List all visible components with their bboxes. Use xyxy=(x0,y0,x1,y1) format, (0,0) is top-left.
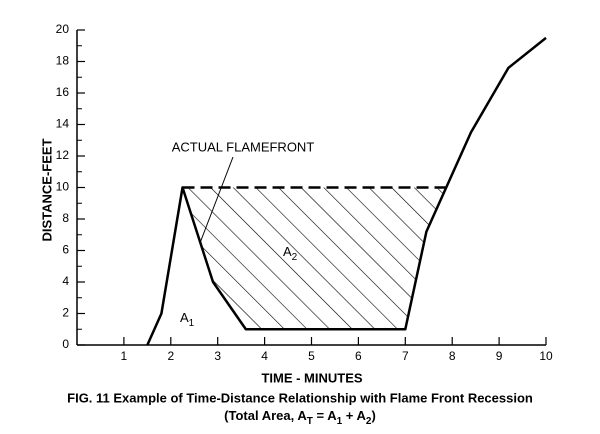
caption-text: = A xyxy=(313,408,337,423)
x-tick-label: 10 xyxy=(539,349,553,363)
area-1-sub: 1 xyxy=(189,318,195,329)
caption-subscript: 1 xyxy=(337,416,343,427)
y-tick-label: 4 xyxy=(62,274,69,288)
x-tick-label: 7 xyxy=(402,349,409,363)
y-tick-label: 14 xyxy=(56,117,70,131)
x-axis-label: TIME - MINUTES xyxy=(261,370,362,385)
y-tick-label: 20 xyxy=(56,22,70,36)
y-tick-label: 6 xyxy=(62,243,69,257)
y-tick-label: 18 xyxy=(56,54,70,68)
flamefront-label: ACTUAL FLAMEFRONT xyxy=(172,139,315,154)
x-tick-label: 9 xyxy=(496,349,503,363)
caption-subscript: T xyxy=(307,416,313,427)
x-tick-label: 8 xyxy=(449,349,456,363)
hatch-area xyxy=(182,187,453,330)
x-tick-label: 2 xyxy=(167,349,174,363)
area-1-letter: A xyxy=(180,310,189,325)
x-tick-label: 4 xyxy=(261,349,268,363)
y-tick-label: 12 xyxy=(56,148,70,162)
caption-subscript: 2 xyxy=(366,416,372,427)
caption-line2: (Total Area, AT = A1 + A2) xyxy=(224,408,376,426)
y-tick-label: 10 xyxy=(56,180,70,194)
y-tick-label: 0 xyxy=(62,337,69,351)
caption-text: ) xyxy=(371,408,375,423)
caption-text: (Total Area, A xyxy=(224,408,307,423)
caption-text: + A xyxy=(342,408,366,423)
x-tick-label: 1 xyxy=(121,349,128,363)
caption-line1: FIG. 11 Example of Time-Distance Relatio… xyxy=(67,390,533,405)
x-tick-label: 6 xyxy=(355,349,362,363)
x-tick-label: 5 xyxy=(308,349,315,363)
y-axis-label: DISTANCE-FEET xyxy=(39,138,54,241)
x-tick-label: 3 xyxy=(214,349,221,363)
y-tick-label: 16 xyxy=(56,85,70,99)
area-1-label: A1 xyxy=(180,310,195,328)
flamefront-line xyxy=(146,36,547,346)
y-tick-label: 8 xyxy=(62,211,69,225)
y-tick-label: 2 xyxy=(62,306,69,320)
